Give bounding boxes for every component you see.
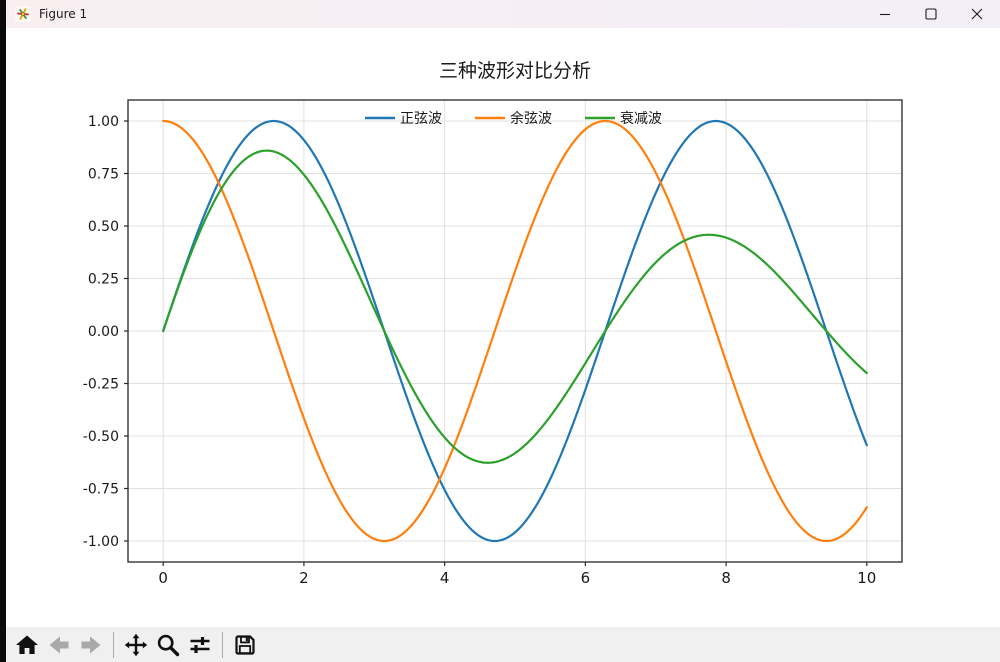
tick-marks — [124, 120, 868, 566]
titlebar: Figure 1 — [6, 0, 1000, 28]
maximize-button[interactable] — [908, 0, 954, 28]
line-series — [162, 119, 868, 543]
svg-text:-0.75: -0.75 — [83, 482, 119, 498]
maximize-icon — [925, 8, 937, 20]
gridlines — [128, 100, 902, 562]
svg-text:-0.25: -0.25 — [83, 377, 119, 393]
svg-text:-1.00: -1.00 — [83, 534, 119, 550]
home-button[interactable] — [12, 630, 42, 660]
forward-button[interactable] — [76, 630, 106, 660]
toolbar-separator — [222, 631, 223, 658]
svg-text:余弦波: 余弦波 — [510, 110, 552, 127]
pan-button[interactable] — [121, 630, 151, 660]
svg-text:0.75: 0.75 — [88, 167, 119, 183]
svg-text:衰减波: 衰减波 — [620, 110, 662, 127]
minimize-button[interactable] — [862, 0, 908, 28]
toolbar-separator — [113, 631, 114, 658]
save-icon — [235, 634, 255, 655]
svg-text:0.50: 0.50 — [88, 219, 119, 235]
navigation-toolbar — [6, 627, 1000, 662]
svg-text:-0.50: -0.50 — [83, 429, 119, 445]
figure-window: Figure 1 三种波形对比分析 — [6, 0, 1000, 662]
svg-text:6: 6 — [581, 569, 591, 587]
back-icon — [49, 636, 69, 653]
plot-svg: 三种波形对比分析 0 2 4 6 8 10 1.00 0.75 0.50 0.25 0.00 -0.2… — [83, 60, 903, 587]
zoom-icon — [157, 634, 180, 656]
subplots-button[interactable] — [185, 630, 215, 660]
svg-text:1.00: 1.00 — [88, 114, 119, 130]
close-icon — [971, 8, 983, 20]
figure-canvas[interactable]: 三种波形对比分析 0 2 4 6 8 10 1.00 0.75 0.50 0.25 0.00 -0.2… — [6, 28, 1000, 627]
svg-text:4: 4 — [440, 569, 450, 587]
legend: 正弦波 余弦波 衰减波 — [365, 110, 662, 127]
subplots-icon — [190, 636, 210, 653]
window-title: Figure 1 — [39, 7, 88, 21]
svg-text:正弦波: 正弦波 — [400, 111, 442, 127]
forward-icon — [81, 636, 101, 653]
chart-title: 三种波形对比分析 — [439, 60, 591, 82]
svg-text:0.00: 0.00 — [88, 324, 119, 340]
zoom-button[interactable] — [153, 630, 183, 660]
svg-text:0.25: 0.25 — [88, 272, 119, 288]
app-icon — [15, 6, 31, 22]
svg-text:2: 2 — [299, 569, 309, 587]
svg-text:8: 8 — [721, 569, 731, 587]
back-button[interactable] — [44, 630, 74, 660]
pan-icon — [124, 633, 148, 656]
close-button[interactable] — [954, 0, 1000, 28]
window-controls — [862, 0, 1000, 28]
home-icon — [16, 635, 38, 654]
svg-text:0: 0 — [158, 569, 168, 587]
svg-text:10: 10 — [857, 569, 876, 587]
tick-labels: 0 2 4 6 8 10 1.00 0.75 0.50 0.25 0.00 -0.25 -0.50 -0.… — [83, 114, 877, 587]
minimize-icon — [880, 13, 890, 16]
save-button[interactable] — [230, 630, 260, 660]
